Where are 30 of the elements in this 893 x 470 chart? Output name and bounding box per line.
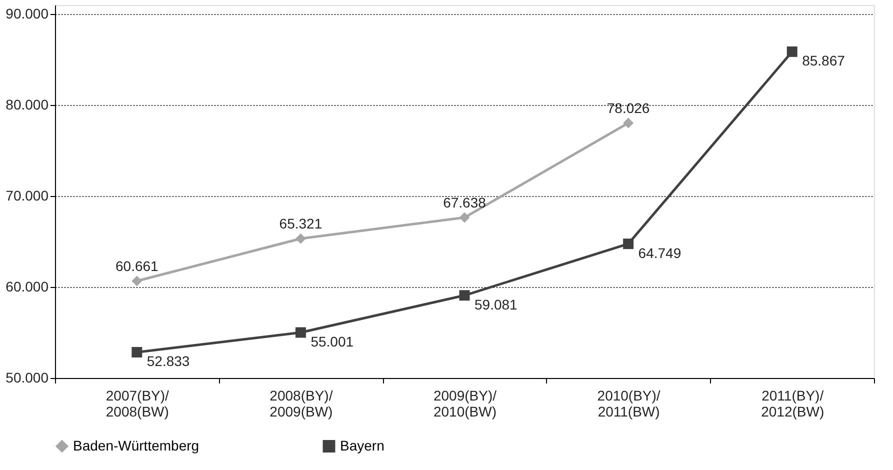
data-label: 55.001 [310, 334, 354, 350]
data-label: 60.661 [115, 258, 159, 274]
x-tick-label: 2010(BY)/ 2011(BW) [597, 388, 660, 420]
point [623, 238, 634, 250]
y-tick-label: 90.000 [6, 6, 49, 22]
data-label: 65.321 [279, 216, 322, 232]
point [132, 276, 142, 286]
y-tick-label: 70.000 [6, 188, 49, 204]
data-label: 52.833 [146, 353, 190, 370]
point [786, 46, 798, 57]
data-label: 67.638 [443, 194, 486, 211]
x-tick-label: 2009(BY)/ 2010(BW) [433, 388, 497, 420]
point [132, 346, 142, 358]
point [295, 327, 306, 338]
legend-label: Baden-Württemberg [73, 437, 200, 454]
data-label: 64.749 [638, 244, 682, 261]
y-tick-label: 80.000 [6, 96, 49, 113]
data-label: 59.081 [474, 296, 518, 312]
point [459, 290, 470, 301]
point [623, 118, 634, 128]
data-label: 85.867 [802, 52, 846, 69]
legend-label: Bayern [340, 437, 384, 454]
x-tick-label: 2011(BY)/ 2012(BW) [761, 388, 824, 420]
point [295, 233, 306, 244]
x-tick-label: 2007(BY)/ 2008(BW) [106, 388, 170, 420]
y-tick-label: 50.000 [6, 370, 49, 386]
x-tick-label: 2008(BY)/ 2009(BW) [270, 388, 333, 420]
y-tick-label: 60.000 [6, 278, 49, 295]
data-label: 78.026 [606, 100, 650, 116]
point [459, 212, 470, 223]
